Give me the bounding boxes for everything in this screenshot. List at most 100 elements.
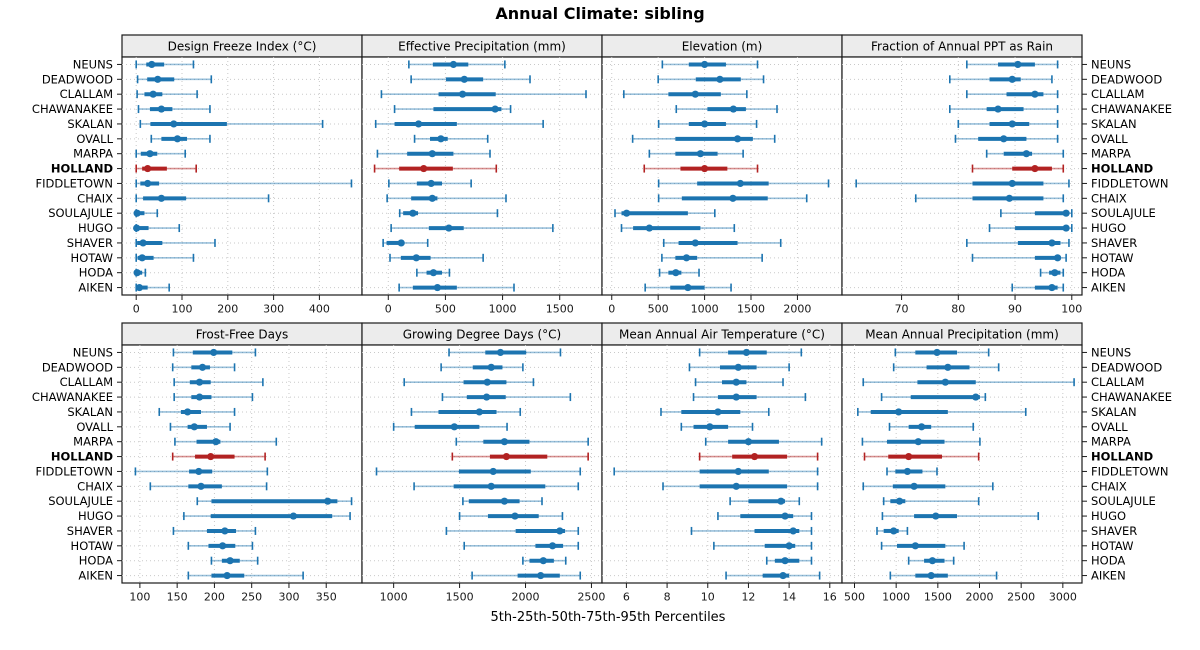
median-dot bbox=[905, 452, 913, 461]
percentile-caption: 5th-25th-50th-75th-95th Percentiles bbox=[490, 610, 726, 625]
median-dot bbox=[785, 542, 793, 550]
median-dot bbox=[195, 467, 203, 476]
panel-strip-title: Design Freeze Index (°C) bbox=[168, 40, 317, 54]
x-axis-tick-label: 500 bbox=[648, 303, 669, 316]
x-axis-tick-label: 14 bbox=[782, 591, 796, 604]
site-label-left: HUGO bbox=[78, 221, 113, 235]
median-dot bbox=[1062, 209, 1070, 217]
median-dot bbox=[1022, 150, 1030, 158]
x-axis-tick-label: 100 bbox=[129, 591, 150, 604]
median-dot bbox=[1054, 254, 1062, 262]
median-dot bbox=[1008, 120, 1016, 128]
median-dot bbox=[170, 120, 178, 128]
median-dot bbox=[511, 512, 519, 520]
median-dot bbox=[914, 438, 922, 446]
median-dot bbox=[729, 105, 737, 113]
site-label-left: AIKEN bbox=[78, 281, 113, 295]
site-label-right: DEADWOOD bbox=[1091, 72, 1162, 86]
site-label-right: NEUNS bbox=[1091, 345, 1131, 359]
median-dot bbox=[895, 408, 903, 416]
median-dot bbox=[195, 378, 204, 386]
median-dot bbox=[890, 527, 898, 535]
site-label-right: HOLLAND bbox=[1091, 450, 1153, 464]
x-axis-tick-label: 2500 bbox=[577, 591, 605, 604]
median-dot bbox=[744, 438, 753, 446]
panel-body bbox=[361, 56, 603, 296]
panel-strip-title: Mean Annual Air Temperature (°C) bbox=[619, 328, 825, 342]
site-label-left: CLALLAM bbox=[60, 375, 113, 389]
median-dot bbox=[779, 571, 787, 580]
site-label-left: DEADWOOD bbox=[42, 72, 113, 86]
median-dot bbox=[437, 135, 445, 143]
median-dot bbox=[428, 194, 436, 202]
median-dot bbox=[144, 179, 152, 188]
median-dot bbox=[226, 557, 234, 565]
median-dot bbox=[198, 363, 207, 371]
site-label-left: CHAIX bbox=[77, 479, 113, 493]
x-axis-tick-label: 3000 bbox=[1049, 591, 1077, 604]
site-label-left: NEUNS bbox=[73, 345, 113, 359]
x-axis-tick-label: 350 bbox=[316, 591, 337, 604]
median-dot bbox=[750, 452, 759, 461]
median-dot bbox=[700, 120, 709, 128]
site-label-right: OVALL bbox=[1091, 420, 1128, 434]
median-dot bbox=[428, 150, 436, 158]
site-label-right: HODA bbox=[1091, 554, 1125, 568]
x-axis-tick-label: 6 bbox=[623, 591, 630, 604]
median-dot bbox=[289, 512, 298, 520]
x-axis-tick-label: 2000 bbox=[966, 591, 994, 604]
median-dot bbox=[133, 269, 141, 277]
median-dot bbox=[645, 224, 653, 232]
site-label-left: SOULAJULE bbox=[48, 206, 113, 220]
site-label-right: AIKEN bbox=[1091, 281, 1126, 295]
median-dot bbox=[972, 393, 980, 401]
site-label-left: SHAVER bbox=[67, 236, 113, 250]
median-dot bbox=[483, 378, 491, 386]
median-dot bbox=[207, 452, 215, 461]
median-dot bbox=[414, 120, 423, 128]
median-dot bbox=[682, 254, 691, 262]
median-dot bbox=[197, 482, 205, 490]
median-dot bbox=[412, 254, 420, 262]
x-axis-tick-label: 1000 bbox=[882, 591, 910, 604]
site-label-left: CHAIX bbox=[77, 191, 113, 205]
median-dot bbox=[475, 408, 483, 416]
median-dot bbox=[732, 393, 740, 401]
median-dot bbox=[733, 135, 742, 143]
panel-body bbox=[361, 344, 603, 584]
x-axis-tick-label: 1500 bbox=[924, 591, 952, 604]
median-dot bbox=[500, 497, 509, 505]
median-dot bbox=[941, 378, 949, 386]
median-dot bbox=[212, 438, 220, 446]
x-axis-tick-label: 1500 bbox=[737, 303, 765, 316]
x-axis-tick-label: 1000 bbox=[691, 303, 719, 316]
median-dot bbox=[491, 105, 499, 113]
median-dot bbox=[183, 408, 192, 416]
site-label-left: MARPA bbox=[73, 435, 113, 449]
site-label-right: DEADWOOD bbox=[1091, 360, 1162, 374]
median-dot bbox=[781, 512, 789, 520]
site-label-left: HOLLAND bbox=[51, 450, 113, 464]
site-label-right: CHAIX bbox=[1091, 479, 1127, 493]
median-dot bbox=[195, 393, 204, 401]
median-dot bbox=[133, 209, 141, 217]
site-label-right: HOLLAND bbox=[1091, 162, 1153, 176]
median-dot bbox=[449, 60, 458, 69]
x-axis-tick-label: 8 bbox=[664, 591, 671, 604]
site-label-right: HUGO bbox=[1091, 509, 1126, 523]
median-dot bbox=[148, 60, 156, 69]
site-label-left: HUGO bbox=[78, 509, 113, 523]
x-axis-tick-label: 300 bbox=[263, 303, 284, 316]
median-dot bbox=[732, 378, 740, 386]
site-label-left: SHAVER bbox=[67, 524, 113, 538]
panel-strip-title: Mean Annual Precipitation (mm) bbox=[865, 328, 1059, 342]
site-label-left: FIDDLETOWN bbox=[36, 464, 113, 478]
x-axis-tick-label: 100 bbox=[1061, 303, 1082, 316]
median-dot bbox=[1062, 224, 1070, 232]
median-dot bbox=[139, 239, 147, 247]
median-dot bbox=[487, 363, 495, 371]
median-dot bbox=[994, 105, 1002, 113]
site-label-left: HODA bbox=[79, 554, 113, 568]
median-dot bbox=[483, 393, 491, 401]
